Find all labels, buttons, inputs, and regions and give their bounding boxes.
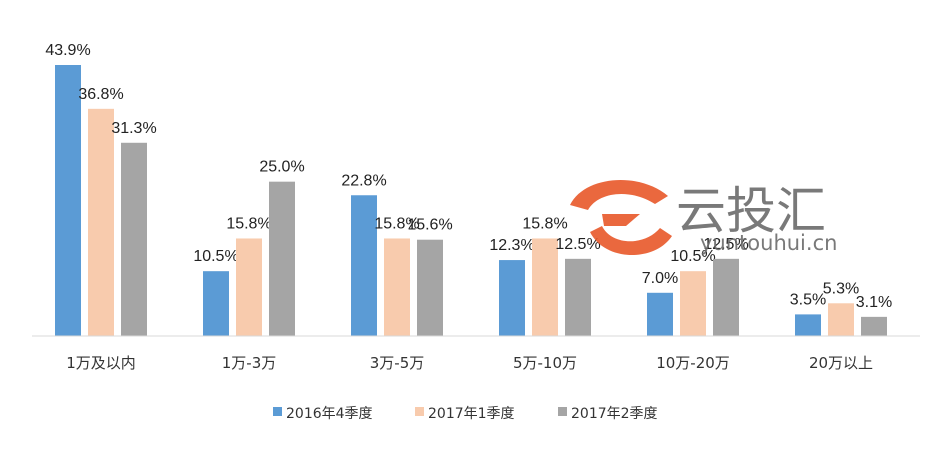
watermark-brand: 云投汇 <box>676 182 826 240</box>
bar-s2-1 <box>88 108 114 336</box>
data-label-s2-5: 10.5% <box>670 248 715 265</box>
data-label-s1-5: 7.0% <box>642 270 678 287</box>
legend-swatch-3 <box>558 407 567 416</box>
x-tick-label-2: 1万-3万 <box>222 354 277 372</box>
data-label-s1-6: 3.5% <box>790 291 826 308</box>
bar-s1-5 <box>647 292 673 336</box>
x-tick-label-4: 5万-10万 <box>513 354 577 372</box>
legend-label-1: 2016年4季度 <box>286 406 373 422</box>
data-label-s2-1: 36.8% <box>78 86 123 103</box>
watermark-url: yuntouhui.cn <box>700 231 837 255</box>
bar-s3-5 <box>713 258 739 336</box>
x-tick-label-5: 10万-20万 <box>656 354 730 372</box>
legend-swatch-1 <box>273 407 282 416</box>
legend-item-2: 2017年1季度 <box>415 406 515 422</box>
data-label-s3-2: 25.0% <box>259 159 304 176</box>
bar-s2-6 <box>828 303 854 336</box>
bar-s3-2 <box>269 181 295 336</box>
data-label-s3-3: 15.6% <box>407 217 452 234</box>
x-tick-label-3: 3万-5万 <box>370 354 425 372</box>
data-label-s1-3: 22.8% <box>341 172 386 189</box>
data-label-s1-2: 10.5% <box>193 248 238 265</box>
data-label-s2-4: 15.8% <box>522 215 567 232</box>
data-label-s1-4: 12.3% <box>489 237 534 254</box>
bar-s1-3 <box>351 195 377 336</box>
bar-s1-2 <box>203 271 229 336</box>
bar-s3-3 <box>417 239 443 336</box>
legend-label-3: 2017年2季度 <box>571 406 658 422</box>
legend-label-2: 2017年1季度 <box>428 406 515 422</box>
legend: 2016年4季度 2017年1季度 2017年2季度 <box>273 406 658 422</box>
bar-s2-5 <box>680 271 706 336</box>
bar-s2-2 <box>236 238 262 336</box>
watermark: 云投汇 yuntouhui.cn <box>570 180 837 256</box>
data-label-s3-4: 12.5% <box>555 236 600 253</box>
data-label-s1-1: 43.9% <box>45 42 90 59</box>
bar-s2-3 <box>384 238 410 336</box>
bar-s1-4 <box>499 260 525 336</box>
data-label-s3-5: 12.5% <box>703 236 748 253</box>
data-label-s2-2: 15.8% <box>226 215 271 232</box>
x-tick-label-1: 1万及以内 <box>66 354 136 372</box>
bar-s3-1 <box>121 142 147 336</box>
legend-item-3: 2017年2季度 <box>558 406 658 422</box>
data-label-s2-6: 5.3% <box>823 280 859 297</box>
bar-s2-4 <box>532 238 558 336</box>
bar-s1-6 <box>795 314 821 336</box>
data-label-s2-3: 15.8% <box>374 215 419 232</box>
bar-s3-4 <box>565 258 591 336</box>
x-tick-label-6: 20万以上 <box>809 354 873 372</box>
bars-layer: 43.9% 36.8% 31.3% 10.5% 15.8% 25.0% 22.8% 15.8%… <box>45 42 892 336</box>
x-axis-labels: 1万及以内 1万-3万 3万-5万 5万-10万 10万-20万 20万以上 <box>66 354 873 372</box>
data-label-s3-1: 31.3% <box>111 120 156 137</box>
watermark-logo-icon <box>570 180 672 256</box>
bar-s1-1 <box>55 65 81 336</box>
legend-swatch-2 <box>415 407 424 416</box>
data-label-s3-6: 3.1% <box>856 294 892 311</box>
legend-item-1: 2016年4季度 <box>273 406 373 422</box>
bar-s3-6 <box>861 316 887 336</box>
